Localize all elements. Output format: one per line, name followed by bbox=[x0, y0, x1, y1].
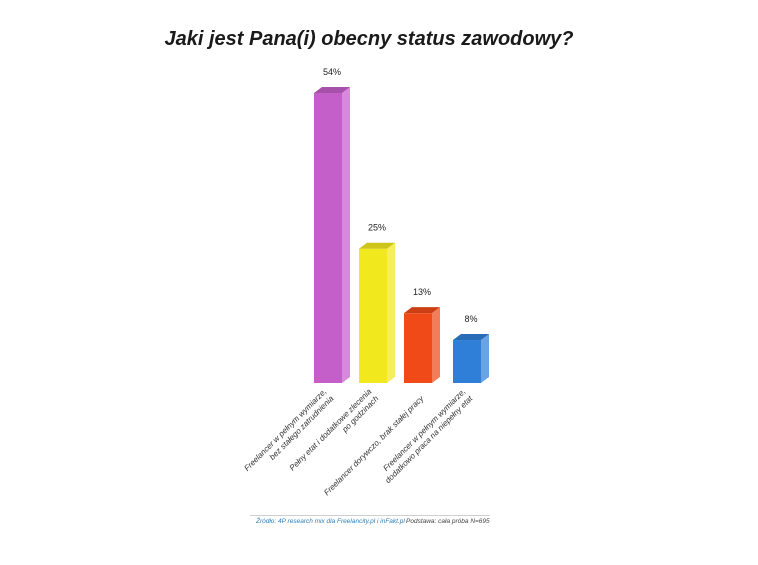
sample-base-note: Podstawa: cała próba N=695 bbox=[406, 518, 490, 525]
bar-3 bbox=[404, 307, 440, 383]
bar-side bbox=[481, 334, 489, 383]
bar-side bbox=[342, 87, 350, 383]
value-labels-group: 54% 25% 13% 8% bbox=[323, 67, 478, 324]
category-label-line: Freelancer w pełnym wymiarze, bbox=[242, 387, 328, 473]
bar-side bbox=[387, 242, 395, 383]
bar-2 bbox=[359, 242, 395, 383]
bar-4 bbox=[453, 334, 489, 383]
category-label: Freelancer w pełnym wymiarze,dodatkowo p… bbox=[376, 386, 475, 485]
footer-divider bbox=[250, 515, 490, 516]
bar-top bbox=[359, 242, 395, 249]
bar-front bbox=[453, 340, 481, 383]
bar-top bbox=[453, 334, 489, 341]
bar-front bbox=[404, 313, 432, 383]
bar-front bbox=[314, 93, 342, 383]
chart-title: Jaki jest Pana(i) obecny status zawodowy… bbox=[164, 28, 573, 50]
value-label: 25% bbox=[368, 223, 386, 233]
bar-1 bbox=[314, 87, 350, 383]
bar-top bbox=[404, 307, 440, 314]
bar-front bbox=[359, 248, 387, 383]
bar-side bbox=[432, 307, 440, 383]
category-label-line: dodatkowo praca na niepełny etat bbox=[383, 394, 475, 486]
value-label: 13% bbox=[413, 287, 431, 297]
bars-group bbox=[314, 87, 489, 383]
value-label: 8% bbox=[464, 314, 477, 324]
category-labels-group: Freelancer w pełnym wymiarze,bez stałego… bbox=[242, 386, 475, 498]
source-note: Źródło: 4P research mix dla Freelancity.… bbox=[256, 518, 405, 525]
value-label: 54% bbox=[323, 67, 341, 77]
bar-top bbox=[314, 87, 350, 93]
